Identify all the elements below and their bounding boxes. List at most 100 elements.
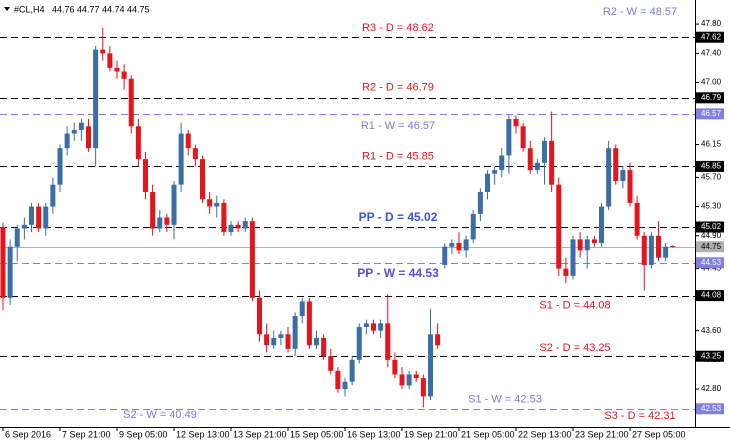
- candle-body: [43, 206, 49, 229]
- quote-value: 44.77: [77, 4, 100, 14]
- candle-body: [171, 184, 177, 225]
- candle-body: [470, 213, 476, 240]
- price-badge: [696, 241, 724, 253]
- y-tick-label: 45.30: [701, 202, 722, 211]
- candle-body: [57, 148, 63, 185]
- x-tick-label: 16 Sep 13:00: [347, 429, 401, 439]
- y-tick-label: 44.90: [701, 231, 722, 240]
- candle-body: [420, 378, 426, 397]
- candle-body: [36, 206, 42, 229]
- price-badge-label: 45.02: [701, 222, 722, 231]
- quote-value: 44.76: [52, 4, 75, 14]
- candle-body: [606, 148, 612, 207]
- candle-body: [363, 323, 369, 328]
- candle-body: [50, 184, 56, 207]
- y-tick-label: 43.60: [701, 326, 722, 335]
- candle-body: [627, 170, 633, 203]
- annotation: S3 - D = 42.31: [604, 410, 675, 422]
- candle-body: [321, 337, 327, 357]
- candle-body: [499, 155, 505, 171]
- candle-body: [257, 297, 262, 335]
- candle-body: [299, 301, 305, 317]
- menu-arrow: [4, 7, 10, 11]
- candle-body: [214, 202, 220, 207]
- candle-body: [221, 202, 227, 233]
- candle-body: [349, 359, 355, 382]
- candle-body: [613, 148, 619, 182]
- candle-body: [185, 133, 191, 149]
- candle-body: [228, 224, 234, 233]
- candle-body: [485, 173, 490, 192]
- candle-body: [591, 239, 597, 244]
- candle-body: [306, 301, 312, 346]
- candle-body: [634, 202, 640, 236]
- candle-body: [178, 133, 184, 185]
- candle-body: [442, 246, 448, 265]
- candle-body: [314, 337, 319, 346]
- y-tick-label: 47.00: [701, 78, 722, 87]
- candle-body: [542, 140, 547, 163]
- candle-body: [335, 370, 341, 390]
- candle-body: [71, 129, 77, 134]
- price-badge-label: 44.53: [701, 258, 722, 267]
- candle-body: [406, 374, 412, 386]
- candle-body: [534, 162, 540, 171]
- candle-body: [285, 334, 291, 349]
- candle-body: [86, 126, 91, 149]
- candle-body: [506, 118, 512, 156]
- level-label: R3 - D = 48.62: [362, 22, 434, 34]
- candle-body: [7, 246, 13, 298]
- candle-body: [135, 126, 141, 160]
- candle-body: [392, 359, 398, 375]
- candle-body: [620, 170, 626, 182]
- y-tick-label: 45.70: [701, 172, 722, 181]
- x-tick-label: 7 Sep 21:00: [62, 429, 111, 439]
- candle-body: [29, 206, 34, 225]
- candle-body: [143, 159, 148, 192]
- annotation: R2 - W = 48.57: [603, 6, 677, 18]
- candle-body: [128, 78, 134, 127]
- candle-body: [599, 206, 604, 244]
- candle-body: [356, 327, 362, 360]
- candle-body: [14, 228, 20, 247]
- candle-body: [378, 323, 384, 331]
- candle-body: [249, 221, 255, 298]
- candle-body: [399, 374, 405, 386]
- candle-body: [235, 224, 241, 229]
- candle-body: [114, 67, 120, 72]
- candle-body: [549, 140, 555, 185]
- candle-body: [200, 159, 205, 200]
- price-badge-label: 42.53: [701, 404, 722, 413]
- x-tick-label: 13 Sep 21:00: [233, 429, 287, 439]
- candle-body: [663, 246, 669, 258]
- candle-body: [413, 374, 419, 379]
- x-tick-label: 15 Sep 05:00: [290, 429, 344, 439]
- level-label: S1 - W = 42.53: [468, 394, 542, 406]
- price-badge: [696, 92, 724, 104]
- y-tick-label: 46.15: [701, 140, 722, 149]
- x-tick-label: 22 Sep 13:00: [518, 429, 572, 439]
- price-badge: [696, 221, 724, 233]
- candle-body: [570, 239, 576, 276]
- candle-body: [107, 53, 113, 68]
- candle-body: [520, 126, 526, 149]
- level-label: R2 - D = 46.79: [362, 82, 434, 94]
- price-badge-label: 46.79: [701, 93, 722, 102]
- candle-body: [563, 268, 569, 276]
- candle-body: [242, 221, 248, 229]
- candle-body: [164, 217, 170, 225]
- candle-body: [584, 239, 590, 251]
- candle-body: [556, 184, 562, 269]
- y-tick-label: 47.40: [701, 48, 722, 57]
- candle-body: [0, 227, 6, 298]
- level-label: R1 - D = 45.85: [362, 150, 434, 162]
- price-badge: [696, 108, 724, 120]
- price-badge: [696, 290, 724, 302]
- candle-body: [527, 148, 533, 171]
- candle-body: [93, 49, 99, 149]
- price-badge-label: 43.25: [701, 351, 722, 360]
- candle-body: [100, 49, 106, 54]
- price-badge-label: 44.08: [701, 291, 722, 300]
- price-badge: [696, 31, 724, 43]
